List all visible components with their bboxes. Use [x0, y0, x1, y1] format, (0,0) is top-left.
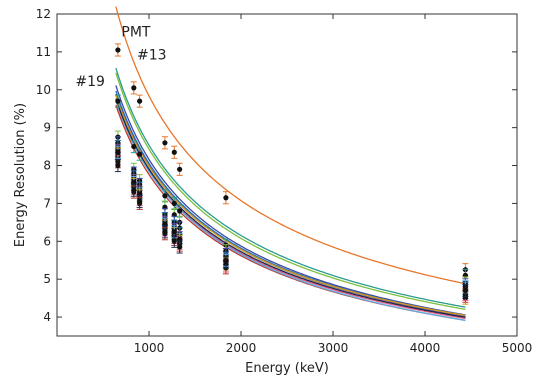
fit-curve: [115, 100, 466, 320]
annotation-label: #19: [75, 74, 105, 90]
data-points: [114, 43, 469, 305]
data-point: [177, 208, 183, 214]
fit-curve: [115, 90, 466, 317]
x-tick-label: 2000: [226, 341, 257, 355]
data-point: [115, 47, 121, 53]
data-point: [171, 200, 177, 207]
data-point: [462, 287, 468, 294]
fit-curve: [115, 72, 466, 311]
data-point: [223, 195, 229, 201]
data-point: [177, 166, 183, 172]
data-point: [131, 85, 137, 91]
y-tick-label: 6: [43, 234, 51, 248]
data-point: [171, 229, 177, 235]
annotations: PMT #13 #19: [75, 25, 166, 90]
data-point: [171, 149, 177, 155]
data-point: [131, 187, 137, 193]
data-point: [131, 143, 137, 150]
y-tick-label: 4: [43, 310, 51, 324]
data-point: [115, 98, 121, 104]
x-tick-label: 1000: [134, 341, 165, 355]
data-point: [162, 193, 168, 199]
data-point: [223, 259, 229, 265]
y-tick-label: 7: [43, 196, 51, 210]
data-point: [162, 140, 168, 146]
y-tick-label: 10: [36, 83, 51, 97]
y-tick-label: 9: [43, 121, 51, 135]
data-point: [171, 238, 177, 244]
x-tick-label: 3000: [318, 341, 349, 355]
y-axis-label: Energy Resolution (%): [13, 103, 28, 247]
data-point: [137, 98, 143, 104]
data-point: [137, 198, 143, 205]
fit-curve: [115, 6, 466, 285]
y-tick-label: 5: [43, 272, 51, 286]
fit-curve: [115, 98, 466, 318]
x-axis-label: Energy (keV): [245, 361, 329, 376]
data-point: [115, 162, 121, 169]
fit-curves: [115, 6, 466, 322]
x-tick-label: 4000: [410, 341, 441, 355]
y-tick-label: 12: [36, 7, 51, 21]
annotation-label: #13: [137, 47, 167, 63]
annotation-label: PMT: [121, 25, 151, 41]
data-point: [115, 149, 121, 155]
data-point: [177, 244, 183, 250]
data-point: [162, 229, 168, 235]
fit-curve: [115, 68, 466, 308]
fit-curve: [115, 100, 466, 322]
x-tick-label: 5000: [502, 341, 533, 355]
fit-curve: [115, 104, 466, 321]
y-tick-label: 11: [36, 45, 51, 59]
fit-curve: [115, 85, 466, 316]
axis-ticks: 1000 2000 3000 4000 5000 4 5 6 7 8 9 10 11 12: [36, 7, 533, 355]
y-tick-label: 8: [43, 159, 51, 173]
data-point: [137, 151, 143, 157]
plot-frame: [56, 13, 518, 337]
